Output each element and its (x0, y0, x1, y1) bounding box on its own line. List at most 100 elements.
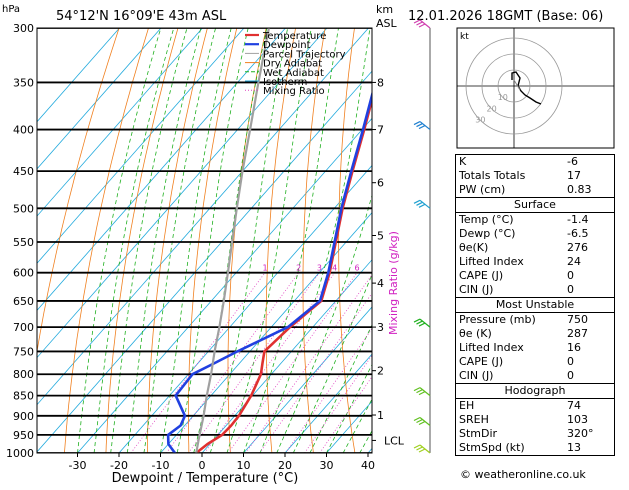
datetime: 12.01.2026 18GMT (Base: 06) (408, 9, 603, 24)
wind-barb-flag (414, 445, 420, 448)
index-row: StmSpd (kt)13 (456, 441, 614, 455)
index-row: CIN (J)0 (456, 283, 614, 297)
wind-barb-flag (414, 319, 420, 322)
pressure-tick-label: 800 (13, 368, 34, 381)
index-label: Dewp (°C) (459, 227, 515, 241)
mixing-ratio-label: 20 (424, 264, 434, 273)
x-tick-label: 40 (361, 459, 375, 472)
most-unstable-title: Most Unstable (456, 297, 614, 313)
index-label: EH (459, 399, 474, 413)
km-tick-label: 3 (377, 321, 384, 334)
index-label: K (459, 155, 466, 169)
index-label: Lifted Index (459, 255, 524, 269)
pressure-tick-label: 600 (13, 267, 34, 280)
x-tick-label: -30 (69, 459, 87, 472)
wind-barb (414, 319, 430, 327)
mixing-ratio-label: 4 (332, 264, 337, 273)
wind-barb-flag (417, 390, 423, 393)
index-label: Temp (°C) (459, 213, 514, 227)
wind-barb-flag (417, 124, 423, 127)
x-axis-title: Dewpoint / Temperature (°C) (112, 471, 299, 486)
pressure-tick-label: 300 (13, 22, 34, 35)
index-row: Pressure (mb)750 (456, 313, 614, 327)
wind-barb-flag (414, 200, 420, 203)
mixing-ratio-line (228, 273, 357, 453)
wind-barb-flag (414, 388, 420, 391)
pressure-tick-label: 700 (13, 321, 34, 334)
hodograph-ring-label: 10 (498, 93, 508, 102)
km-tick-label: 4 (377, 277, 384, 290)
pressure-tick-label: 950 (13, 429, 34, 442)
hodograph-stats-title: Hodograph (456, 383, 614, 399)
hodograph-unit: kt (460, 32, 469, 42)
index-row: CAPE (J)0 (456, 355, 614, 369)
legend-label: Mixing Ratio (263, 86, 325, 97)
height-unit-asl: ASL (376, 17, 398, 30)
x-tick-label: 30 (320, 459, 334, 472)
pressure-tick-label: 400 (13, 124, 34, 137)
pressure-unit: hPa (2, 4, 20, 15)
wind-barb-flag (419, 204, 425, 207)
wind-barb-flag (419, 421, 425, 424)
index-row: Totals Totals 17 (456, 169, 614, 183)
mixing-ratio-label: 15 (406, 264, 416, 273)
surface-title: Surface (456, 197, 614, 213)
hodograph-ring-label: 20 (487, 104, 497, 113)
index-row: K -6 (456, 155, 614, 169)
hodograph-frame (457, 28, 614, 148)
index-value: 750 (567, 313, 611, 327)
wet-adiabat (161, 28, 232, 453)
pressure-tick-label: 900 (13, 410, 34, 423)
mixing-ratio-label: 3 (317, 264, 322, 273)
index-value: 17 (567, 169, 611, 183)
km-tick-label: LCL (384, 434, 405, 447)
pressure-tick-label: 350 (13, 76, 34, 89)
dry-adiabat (619, 28, 629, 453)
index-value: -6.5 (567, 227, 611, 241)
index-row: θe (K)287 (456, 327, 614, 341)
index-value: 103 (567, 413, 611, 427)
index-value: 0 (567, 369, 611, 383)
wind-barb-shaft (420, 122, 430, 130)
index-row: Temp (°C) -1.4 (456, 213, 614, 227)
index-label: Totals Totals (459, 169, 525, 183)
location: 54°12'N 16°09'E 43m ASL (56, 9, 227, 24)
km-tick-label: 1 (377, 409, 384, 422)
index-row: Dewp (°C) -6.5 (456, 227, 614, 241)
index-label: StmSpd (kt) (459, 441, 525, 455)
index-label: CAPE (J) (459, 269, 503, 283)
pressure-tick-label: 500 (13, 202, 34, 215)
wind-barb-flag (419, 323, 425, 326)
index-value: -1.4 (567, 213, 611, 227)
index-row: θe(K)276 (456, 241, 614, 255)
dry-adiabat (106, 28, 178, 453)
index-label: Lifted Index (459, 341, 524, 355)
pressure-tick-label: 850 (13, 390, 34, 403)
mixing-ratio-label: 6 (354, 264, 359, 273)
index-value: 24 (567, 255, 611, 269)
index-row: CAPE (J)0 (456, 269, 614, 283)
mixing-ratio-line (320, 273, 443, 453)
index-value: 276 (567, 241, 611, 255)
index-label: StmDir (459, 427, 497, 441)
wet-adiabat (78, 28, 161, 453)
pressure-tick-label: 750 (13, 345, 34, 358)
wind-barb (414, 445, 430, 453)
index-value: 0.83 (567, 183, 611, 197)
km-tick-label: 7 (377, 124, 384, 137)
wind-barb (414, 122, 430, 130)
height-unit-km: km (376, 3, 393, 16)
index-row: PW (cm) 0.83 (456, 183, 614, 197)
wind-barb-flag (417, 419, 423, 422)
dry-adiabat (228, 28, 266, 453)
mixing-ratio-label: 25 (438, 264, 448, 273)
index-label: PW (cm) (459, 183, 505, 197)
km-tick-label: 2 (377, 365, 384, 378)
index-value: 0 (567, 283, 611, 297)
wind-barb-flag (419, 392, 425, 395)
index-value: -6 (567, 155, 611, 169)
wind-barb (414, 200, 430, 208)
